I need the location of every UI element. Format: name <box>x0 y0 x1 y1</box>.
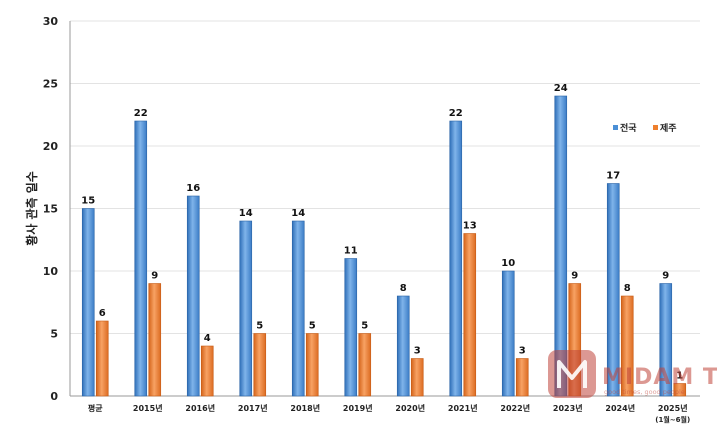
bar-jeju <box>620 295 634 397</box>
bar-jeju <box>200 345 214 397</box>
data-label: 6 <box>99 308 106 319</box>
y-tick-label: 5 <box>50 328 58 341</box>
data-label: 14 <box>239 208 253 219</box>
x-tick-label: 2017년 <box>238 403 268 413</box>
data-label: 10 <box>501 258 515 269</box>
bar-nationwide <box>606 183 620 397</box>
bar-nationwide <box>396 295 410 397</box>
x-tick-label: 평균 <box>88 403 103 413</box>
x-tick-label: 2015년 <box>133 403 163 413</box>
y-tick-label: 15 <box>43 203 58 216</box>
bar-nationwide <box>81 208 95 397</box>
x-tick-label: 2021년 <box>448 403 478 413</box>
y-tick-label: 0 <box>50 390 58 403</box>
data-label: 24 <box>554 83 568 94</box>
data-label: 9 <box>662 271 669 282</box>
logo-badge <box>548 350 596 398</box>
bar-jeju <box>463 233 477 397</box>
data-label: 16 <box>186 183 200 194</box>
legend-entry: 전국 <box>620 122 637 134</box>
data-label: 22 <box>449 108 463 119</box>
bar-jeju <box>673 383 687 397</box>
data-labels: 15 6 22 9 16 4 14 5 14 5 11 5 8 3 22 13 10 3 24 9 17 8 9 1 <box>81 83 683 382</box>
x-tick-label: 2016년 <box>185 403 215 413</box>
x-tick-label: 2018년 <box>290 403 320 413</box>
data-label: 1 <box>676 371 683 382</box>
data-label: 17 <box>606 171 620 182</box>
bar-jeju <box>148 283 162 397</box>
gridlines <box>70 20 700 334</box>
bar-nationwide <box>291 220 305 397</box>
bar-nationwide <box>449 120 463 397</box>
data-label: 5 <box>256 321 263 332</box>
bar-jeju <box>253 333 267 397</box>
bar-jeju <box>95 320 109 397</box>
bar-jeju <box>410 358 424 397</box>
data-label: 13 <box>463 221 477 232</box>
y-tick-label: 25 <box>43 78 58 91</box>
data-label: 22 <box>134 108 148 119</box>
data-label: 9 <box>571 271 578 282</box>
bar-nationwide <box>186 195 200 397</box>
y-tick-label: 10 <box>43 265 59 278</box>
data-label: 3 <box>414 346 421 357</box>
x-tick-label: 2020년 <box>395 403 425 413</box>
x-tick-label: 2025년 <box>658 403 688 413</box>
watermark-logo: MIDAM TIMESgood times, good people <box>548 350 717 398</box>
data-label: 4 <box>204 333 211 344</box>
legend-swatch <box>653 125 658 130</box>
data-label: 8 <box>400 283 407 294</box>
x-tick-label: 2023년 <box>553 403 583 413</box>
data-label: 8 <box>624 283 631 294</box>
data-label: 5 <box>361 321 368 332</box>
y-tick-label: 20 <box>43 140 59 153</box>
bar-nationwide <box>134 120 148 397</box>
watermark-text: MIDAM TIMES <box>602 365 717 390</box>
bar-nationwide <box>239 220 253 397</box>
x-tick-label: 2022년 <box>500 403 530 413</box>
legend-swatch <box>613 125 618 130</box>
data-label: 15 <box>81 196 95 207</box>
data-label: 5 <box>309 321 316 332</box>
legend: 전국 제주 <box>613 122 677 134</box>
bars <box>81 95 687 397</box>
bar-jeju <box>305 333 319 397</box>
data-label: 9 <box>151 271 158 282</box>
bar-jeju <box>515 358 529 397</box>
y-axis-label: 황사 관측 일수 <box>24 171 39 246</box>
legend-entry: 제주 <box>660 122 677 134</box>
data-label: 14 <box>291 208 305 219</box>
data-label: 11 <box>344 246 358 257</box>
x-tick-sublabel: (1월~6월) <box>655 415 690 424</box>
data-label: 3 <box>519 346 526 357</box>
bar-nationwide <box>659 283 673 397</box>
bar-nationwide <box>344 258 358 397</box>
bar-jeju <box>358 333 372 397</box>
y-tick-label: 30 <box>43 15 59 28</box>
x-tick-label: 2024년 <box>605 403 635 413</box>
watermark-tagline: good times, good people <box>604 388 685 396</box>
logo-m-icon <box>557 360 587 388</box>
x-tick-label: 2019년 <box>343 403 373 413</box>
bar-nationwide <box>501 270 515 397</box>
